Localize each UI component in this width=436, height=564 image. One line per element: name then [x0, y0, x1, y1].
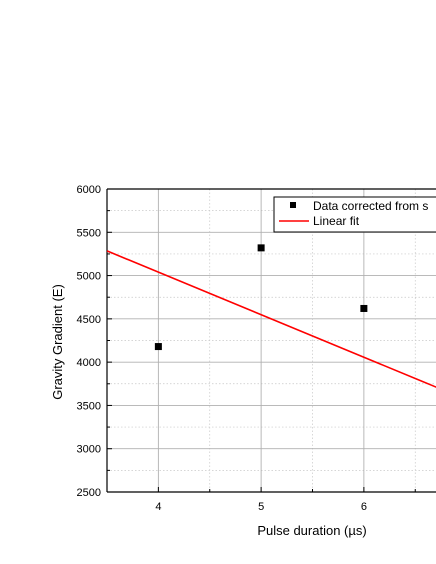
x-tick-label: 4 [155, 501, 161, 513]
y-tick-label: 3500 [77, 400, 101, 412]
y-tick-label: 3000 [77, 444, 101, 456]
y-tick-label: 6000 [77, 184, 101, 196]
linear-fit-line [106, 250, 436, 388]
data-point [360, 304, 368, 312]
series-layer [106, 244, 436, 388]
legend-label-fit: Linear fit [313, 214, 360, 228]
ticks: 250030003500400045005000550060004567 [77, 184, 416, 513]
y-tick-label: 5000 [77, 271, 101, 283]
y-tick-label: 4000 [77, 357, 101, 369]
legend-label-data: Data corrected from s [313, 199, 428, 213]
x-tick-label: 5 [258, 501, 264, 513]
y-axis-title: Gravity Gradient (E) [50, 284, 65, 400]
data-point [154, 343, 162, 351]
x-tick-label: 6 [361, 501, 367, 513]
y-tick-label: 5500 [77, 227, 101, 239]
y-tick-label: 2500 [77, 487, 101, 499]
legend-marker-data [290, 202, 296, 208]
y-tick-label: 4500 [77, 314, 101, 326]
legend: Data corrected from s Linear fit [273, 196, 436, 233]
data-point [257, 244, 265, 252]
legend-box [273, 196, 436, 233]
x-axis-title: Pulse duration (µs) [257, 523, 366, 538]
